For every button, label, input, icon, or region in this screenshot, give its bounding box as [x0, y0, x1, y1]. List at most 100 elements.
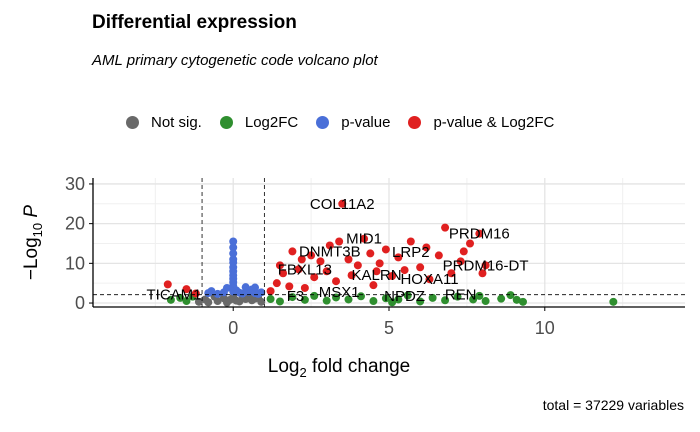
cutoff-lines [93, 178, 685, 307]
gene-label: FBXL13 [278, 261, 332, 278]
legend-marker-not-sig [126, 115, 139, 129]
point-p-value-log2fc [425, 275, 434, 284]
point-p-value [229, 243, 238, 252]
point-log2fc [369, 297, 378, 306]
gene-label: REN [445, 286, 477, 303]
chart-caption: total = 37229 variables [542, 397, 684, 413]
gene-label: LRP2 [392, 244, 430, 261]
point-p-value [241, 283, 250, 292]
point-p-value-log2fc [294, 265, 303, 274]
legend-label-pvalue-log2fc: p-value & Log2FC [433, 113, 555, 131]
point-p-value-log2fc [272, 279, 281, 288]
point-p-value-log2fc [307, 251, 316, 260]
point-p-value-log2fc [163, 280, 172, 289]
point-log2fc [475, 291, 484, 300]
x-tick-label: 5 [384, 318, 394, 338]
point-log2fc [310, 291, 319, 300]
point-log2fc [518, 297, 527, 306]
point-not-sig [222, 298, 231, 307]
point-p-value-log2fc [288, 247, 297, 256]
point-log2fc [322, 296, 331, 305]
point-p-value-log2fc [322, 267, 331, 276]
point-not-sig [257, 297, 266, 306]
legend-item-pvalue: p-value [316, 114, 390, 131]
point-p-value-log2fc [372, 267, 381, 276]
point-p-value-log2fc [344, 255, 353, 264]
point-log2fc [416, 297, 425, 306]
x-tick-label: 0 [228, 318, 238, 338]
x-tick-label: 10 [535, 318, 555, 338]
point-p-value-log2fc [275, 261, 284, 270]
gene-label: HOXA11 [400, 271, 458, 288]
point-log2fc [428, 293, 437, 302]
point-p-value-log2fc [316, 257, 325, 266]
y-tick-label: 30 [65, 174, 85, 194]
point-p-value-log2fc [478, 269, 487, 278]
point-log2fc [506, 291, 515, 300]
legend-label-log2fc: Log2FC [244, 113, 299, 131]
data-points [163, 199, 618, 307]
point-p-value-log2fc [325, 241, 334, 250]
point-p-value-log2fc [332, 277, 341, 286]
point-log2fc [441, 296, 450, 305]
point-not-sig [201, 295, 210, 304]
point-p-value [229, 237, 238, 246]
point-p-value [229, 249, 238, 258]
chart-title: Differential expression [92, 12, 297, 33]
y-tick-label: 0 [75, 293, 85, 313]
point-log2fc [344, 295, 353, 304]
point-p-value-log2fc [360, 234, 369, 243]
point-not-sig [232, 296, 241, 305]
legend-item-log2fc: Log2FC [219, 113, 299, 131]
legend-marker-log2fc [219, 115, 233, 129]
y-tick-label: 20 [65, 214, 85, 234]
x-axis-title: Log2 fold change [268, 356, 410, 380]
y-tick-label: 10 [65, 253, 85, 273]
gene-label: KALRN [352, 267, 402, 284]
legend-label-pvalue: p-value [341, 113, 391, 131]
point-log2fc [332, 293, 341, 302]
point-log2fc [388, 298, 397, 307]
gene-label: NPDZ [384, 288, 425, 305]
point-log2fc [403, 291, 412, 300]
legend-item-pvalue-log2fc: p-value & Log2FC [408, 114, 554, 131]
point-log2fc [512, 295, 521, 304]
point-log2fc [166, 295, 175, 304]
point-p-value-log2fc [335, 237, 344, 246]
point-p-value-log2fc [266, 287, 275, 296]
gene-label: DNMT3B [299, 243, 361, 260]
gene-label: TICAM1 [147, 286, 202, 303]
point-log2fc [469, 295, 478, 304]
point-p-value-log2fc [381, 245, 390, 254]
point-p-value-log2fc [406, 237, 415, 246]
point-p-value-log2fc [416, 263, 425, 272]
point-p-value [251, 283, 260, 292]
point-p-value-log2fc [466, 239, 475, 248]
point-log2fc [182, 297, 191, 306]
point-p-value-log2fc [347, 271, 356, 280]
point-p-value-log2fc [456, 257, 465, 266]
point-log2fc [300, 295, 309, 304]
point-p-value [213, 289, 222, 298]
point-log2fc [356, 292, 365, 301]
point-p-value-log2fc [366, 249, 375, 258]
legend-marker-pvalue [316, 115, 330, 129]
gene-label: COL11A2 [310, 196, 375, 213]
point-not-sig [194, 297, 203, 306]
point-p-value-log2fc [279, 269, 288, 278]
point-p-value-log2fc [338, 199, 347, 208]
chart-subtitle: AML primary cytogenetic code volcano plo… [92, 52, 378, 69]
gene-label: MSX1 [319, 284, 360, 301]
point-p-value [238, 289, 247, 298]
point-log2fc [176, 293, 185, 302]
point-p-value-log2fc [300, 283, 309, 292]
point-log2fc [266, 295, 275, 304]
point-p-value-log2fc [434, 251, 443, 260]
point-log2fc [394, 295, 403, 304]
gene-label: F3 [287, 288, 305, 305]
gene-label: PRDM16-DT [443, 257, 529, 274]
point-p-value-log2fc [310, 273, 319, 282]
legend-marker-pvalue-log2fc [408, 115, 422, 129]
point-log2fc [481, 297, 490, 306]
